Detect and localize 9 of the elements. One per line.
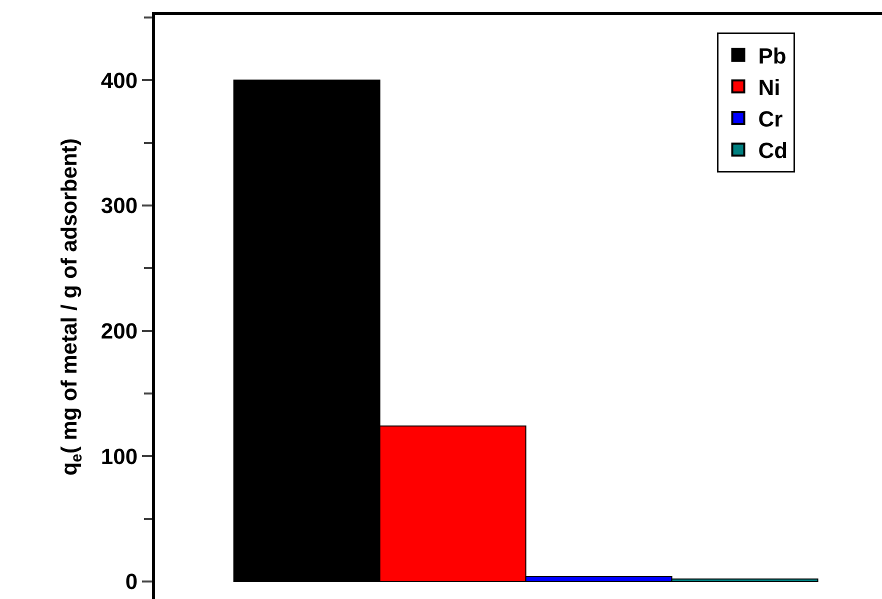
legend-label: Cd [758,138,788,164]
y-tick-label: 100 [100,444,138,469]
legend-label: Ni [758,75,780,100]
legend-label: Pb [758,43,786,68]
legend-label: Cr [758,106,784,132]
y-tick-label: 300 [100,193,138,218]
y-tick-label: 400 [100,68,138,93]
y-tick-label: 200 [100,318,138,344]
y-tick-label: 0 [125,569,138,594]
